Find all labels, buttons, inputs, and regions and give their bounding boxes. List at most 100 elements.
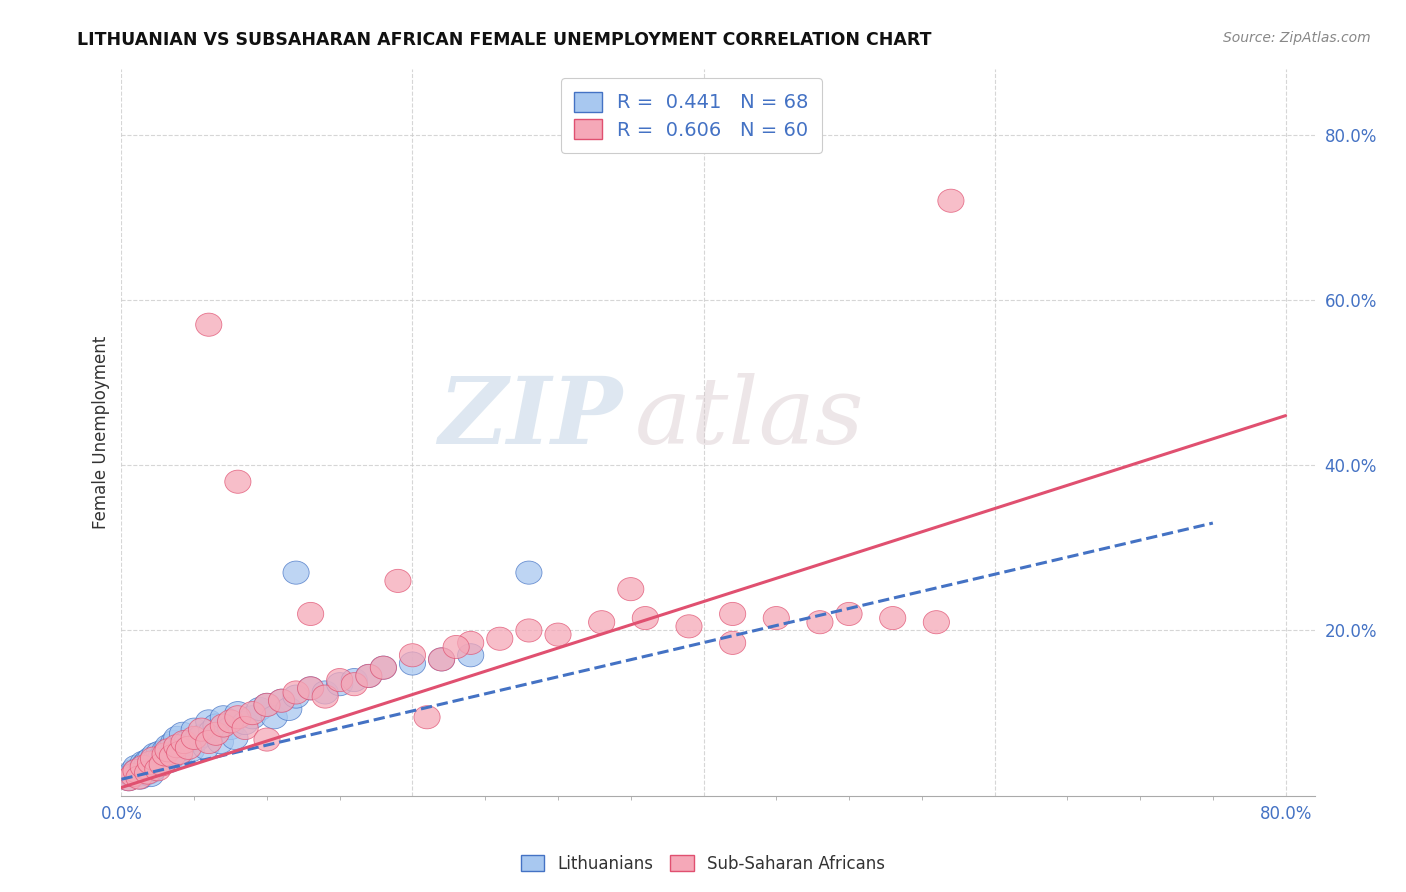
Ellipse shape	[202, 714, 229, 737]
Ellipse shape	[142, 743, 167, 766]
Ellipse shape	[195, 710, 222, 733]
Ellipse shape	[176, 736, 201, 759]
Ellipse shape	[143, 747, 170, 771]
Ellipse shape	[170, 723, 195, 746]
Ellipse shape	[138, 751, 163, 774]
Ellipse shape	[122, 759, 149, 782]
Ellipse shape	[131, 751, 156, 774]
Ellipse shape	[145, 753, 172, 776]
Ellipse shape	[159, 741, 186, 764]
Ellipse shape	[179, 739, 204, 762]
Ellipse shape	[254, 693, 280, 716]
Ellipse shape	[269, 690, 295, 713]
Ellipse shape	[720, 632, 745, 655]
Ellipse shape	[676, 615, 702, 638]
Ellipse shape	[262, 706, 287, 729]
Ellipse shape	[356, 665, 382, 688]
Ellipse shape	[326, 668, 353, 691]
Ellipse shape	[225, 706, 250, 729]
Ellipse shape	[146, 741, 173, 764]
Ellipse shape	[225, 701, 250, 724]
Ellipse shape	[938, 189, 965, 212]
Ellipse shape	[132, 753, 157, 776]
Ellipse shape	[149, 753, 176, 776]
Ellipse shape	[125, 761, 152, 784]
Ellipse shape	[181, 718, 207, 741]
Ellipse shape	[166, 745, 193, 768]
Ellipse shape	[152, 739, 179, 762]
Ellipse shape	[115, 768, 142, 791]
Ellipse shape	[254, 728, 280, 751]
Ellipse shape	[138, 747, 163, 770]
Ellipse shape	[211, 714, 236, 737]
Ellipse shape	[399, 652, 426, 675]
Ellipse shape	[222, 726, 247, 749]
Ellipse shape	[298, 677, 323, 700]
Ellipse shape	[128, 766, 153, 789]
Ellipse shape	[152, 743, 179, 766]
Ellipse shape	[135, 761, 160, 784]
Ellipse shape	[163, 726, 190, 749]
Ellipse shape	[326, 673, 353, 696]
Ellipse shape	[283, 561, 309, 584]
Ellipse shape	[370, 657, 396, 679]
Ellipse shape	[298, 677, 323, 700]
Ellipse shape	[239, 706, 266, 729]
Ellipse shape	[399, 644, 426, 667]
Ellipse shape	[184, 728, 211, 751]
Ellipse shape	[115, 768, 142, 791]
Ellipse shape	[225, 470, 250, 493]
Ellipse shape	[880, 607, 905, 630]
Ellipse shape	[145, 757, 172, 780]
Ellipse shape	[159, 745, 186, 768]
Ellipse shape	[312, 685, 339, 708]
Ellipse shape	[141, 757, 166, 780]
Text: ZIP: ZIP	[439, 373, 623, 463]
Ellipse shape	[413, 706, 440, 729]
Ellipse shape	[342, 668, 367, 691]
Ellipse shape	[167, 735, 194, 757]
Ellipse shape	[246, 698, 273, 721]
Y-axis label: Female Unemployment: Female Unemployment	[93, 335, 110, 529]
Ellipse shape	[232, 712, 259, 735]
Legend: R =  0.441   N = 68, R =  0.606   N = 60: R = 0.441 N = 68, R = 0.606 N = 60	[561, 78, 823, 153]
Ellipse shape	[163, 735, 190, 757]
Ellipse shape	[429, 648, 454, 671]
Ellipse shape	[181, 726, 207, 749]
Ellipse shape	[516, 619, 541, 642]
Ellipse shape	[457, 632, 484, 655]
Ellipse shape	[356, 665, 382, 688]
Ellipse shape	[172, 731, 197, 754]
Ellipse shape	[124, 764, 150, 787]
Ellipse shape	[486, 627, 513, 650]
Ellipse shape	[924, 611, 949, 634]
Ellipse shape	[149, 751, 176, 774]
Ellipse shape	[125, 766, 152, 789]
Ellipse shape	[129, 757, 155, 780]
Ellipse shape	[269, 690, 295, 713]
Ellipse shape	[239, 701, 266, 724]
Ellipse shape	[188, 724, 215, 747]
Ellipse shape	[153, 745, 180, 768]
Ellipse shape	[120, 764, 146, 787]
Ellipse shape	[195, 731, 222, 754]
Ellipse shape	[516, 561, 541, 584]
Legend: Lithuanians, Sub-Saharan Africans: Lithuanians, Sub-Saharan Africans	[515, 848, 891, 880]
Ellipse shape	[633, 607, 658, 630]
Ellipse shape	[134, 756, 159, 779]
Ellipse shape	[429, 648, 454, 671]
Ellipse shape	[160, 731, 187, 754]
Ellipse shape	[546, 623, 571, 646]
Ellipse shape	[139, 753, 165, 776]
Ellipse shape	[131, 756, 156, 779]
Ellipse shape	[370, 657, 396, 679]
Text: Source: ZipAtlas.com: Source: ZipAtlas.com	[1223, 31, 1371, 45]
Ellipse shape	[136, 761, 162, 784]
Ellipse shape	[837, 602, 862, 625]
Ellipse shape	[283, 685, 309, 708]
Text: LITHUANIAN VS SUBSAHARAN AFRICAN FEMALE UNEMPLOYMENT CORRELATION CHART: LITHUANIAN VS SUBSAHARAN AFRICAN FEMALE …	[77, 31, 932, 49]
Ellipse shape	[157, 736, 184, 759]
Ellipse shape	[135, 749, 160, 772]
Ellipse shape	[807, 611, 832, 634]
Ellipse shape	[202, 723, 229, 746]
